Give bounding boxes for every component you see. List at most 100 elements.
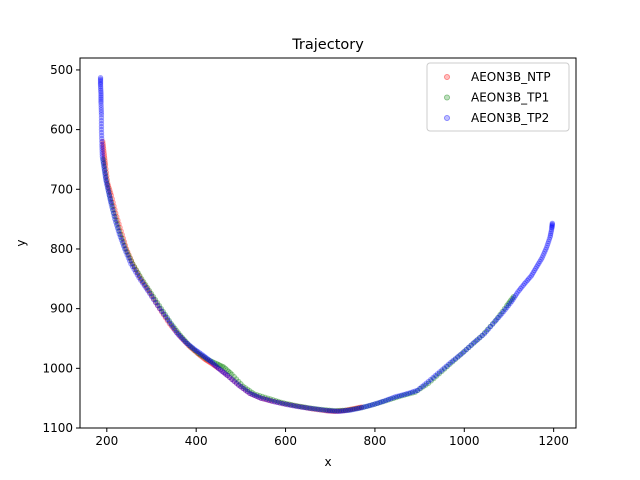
scatter-point-series-3 <box>184 340 190 347</box>
scatter-point-series-1 <box>178 334 184 341</box>
scatter-point-series-2 <box>177 332 184 339</box>
scatter-point-series-2 <box>305 405 311 411</box>
scatter-point-series-3 <box>405 390 412 396</box>
scatter-point-series-2 <box>505 301 511 307</box>
scatter-point-series-1 <box>304 405 310 411</box>
scatter-point-series-3 <box>279 400 286 407</box>
scatter-point-series-1 <box>109 196 115 202</box>
scatter-point-series-2 <box>439 368 445 375</box>
scatter-point-series-1 <box>280 400 286 407</box>
scatter-point-series-1 <box>200 355 207 361</box>
scatter-point-series-1 <box>187 344 194 350</box>
scatter-point-series-3 <box>99 156 106 162</box>
scatter-point-series-2 <box>321 407 327 413</box>
scatter-point-series-3 <box>548 228 554 235</box>
scatter-point-series-1 <box>156 305 163 312</box>
scatter-point-series-2 <box>361 404 367 410</box>
scatter-point-series-3 <box>101 165 107 172</box>
scatter-point-series-3 <box>549 223 555 229</box>
scatter-point-series-3 <box>441 365 447 371</box>
scatter-point-series-3 <box>508 298 515 305</box>
scatter-point-series-2 <box>337 407 343 414</box>
scatter-point-series-3 <box>217 367 224 373</box>
scatter-point-series-2 <box>431 375 437 382</box>
scatter-point-series-3 <box>123 249 129 255</box>
scatter-point-series-1 <box>323 407 329 414</box>
scatter-point-series-3 <box>203 354 209 361</box>
scatter-point-series-2 <box>390 395 397 401</box>
scatter-point-series-3 <box>274 399 280 406</box>
scatter-point-series-1 <box>115 217 121 224</box>
scatter-point-series-3 <box>271 399 278 405</box>
scatter-point-series-3 <box>99 146 105 153</box>
scatter-point-series-2 <box>425 380 432 386</box>
scatter-point-series-3 <box>119 240 126 246</box>
scatter-point-series-3 <box>114 225 121 231</box>
scatter-point-series-3 <box>548 227 555 233</box>
scatter-point-series-3 <box>450 357 456 364</box>
scatter-point-series-3 <box>98 96 104 102</box>
scatter-point-series-3 <box>229 376 235 382</box>
scatter-point-series-1 <box>231 378 237 384</box>
x-axis-label: x <box>324 455 331 469</box>
scatter-point-series-3 <box>369 402 376 408</box>
scatter-point-series-2 <box>197 351 203 358</box>
scatter-point-series-3 <box>543 245 550 251</box>
scatter-point-series-2 <box>117 231 124 238</box>
scatter-point-series-2 <box>195 350 202 357</box>
scatter-point-series-3 <box>143 285 149 291</box>
scatter-point-series-2 <box>256 392 263 399</box>
scatter-point-series-2 <box>249 389 255 396</box>
scatter-point-series-2 <box>174 328 180 334</box>
scatter-point-series-1 <box>104 180 111 187</box>
scatter-point-series-3 <box>98 120 105 127</box>
scatter-point-series-2 <box>302 404 308 410</box>
scatter-point-series-3 <box>104 184 111 191</box>
scatter-point-series-2 <box>222 365 229 372</box>
scatter-point-series-3 <box>519 284 525 290</box>
scatter-point-series-1 <box>148 293 155 299</box>
scatter-point-series-3 <box>139 280 146 286</box>
scatter-point-series-2 <box>107 196 114 202</box>
scatter-point-series-2 <box>332 407 338 414</box>
scatter-point-series-3 <box>531 267 538 274</box>
scatter-point-series-1 <box>158 308 165 315</box>
scatter-point-series-3 <box>410 389 416 395</box>
scatter-point-series-3 <box>485 326 492 332</box>
scatter-point-series-2 <box>142 282 149 288</box>
scatter-point-series-3 <box>481 331 488 337</box>
scatter-point-series-3 <box>327 408 333 414</box>
scatter-point-series-1 <box>106 185 112 191</box>
scatter-point-series-2 <box>105 185 111 191</box>
scatter-point-series-3 <box>98 85 104 92</box>
scatter-point-series-3 <box>256 394 262 400</box>
scatter-point-series-2 <box>148 291 155 297</box>
scatter-point-series-2 <box>114 221 120 227</box>
scatter-point-series-2 <box>181 336 187 343</box>
scatter-point-series-2 <box>342 407 349 413</box>
scatter-point-series-2 <box>307 405 314 411</box>
scatter-point-series-3 <box>151 296 157 303</box>
scatter-point-series-2 <box>125 252 132 258</box>
scatter-point-series-3 <box>177 333 183 340</box>
scatter-point-series-3 <box>528 273 535 279</box>
scatter-point-series-1 <box>101 155 108 161</box>
scatter-point-series-1 <box>199 354 205 360</box>
scatter-point-series-3 <box>277 400 283 406</box>
scatter-point-series-2 <box>124 249 130 255</box>
scatter-point-series-3 <box>319 407 326 413</box>
scatter-point-series-2 <box>144 285 151 291</box>
scatter-point-series-2 <box>104 181 111 188</box>
scatter-point-series-2 <box>458 351 464 358</box>
plot-area <box>97 74 556 414</box>
scatter-point-series-3 <box>98 94 104 101</box>
scatter-point-series-3 <box>387 395 394 402</box>
scatter-point-series-1 <box>269 398 275 404</box>
scatter-point-series-1 <box>320 407 326 414</box>
scatter-point-series-2 <box>291 402 298 409</box>
chart-title: Trajectory <box>291 37 364 53</box>
scatter-point-series-2 <box>501 305 508 312</box>
scatter-point-series-2 <box>487 323 493 330</box>
scatter-point-series-3 <box>461 348 467 355</box>
